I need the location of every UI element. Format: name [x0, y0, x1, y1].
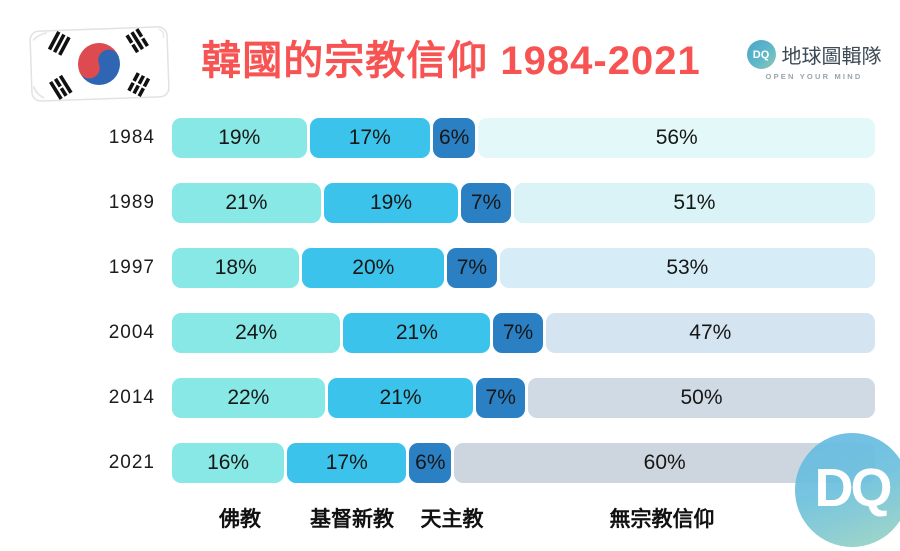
- stacked-bar: 18% 20% 7% 53%: [172, 248, 875, 288]
- bar-segment: 47%: [545, 313, 876, 353]
- korea-flag-svg: [29, 26, 170, 102]
- brand-name: 地球圖輯隊: [781, 46, 882, 68]
- stacked-bar: 16% 17% 6% 60%: [172, 443, 875, 483]
- bar-segment: 7%: [476, 378, 525, 418]
- bar-segment: 18%: [172, 248, 300, 288]
- bar-segment: 20%: [302, 248, 445, 288]
- year-label: 1997: [108, 257, 155, 278]
- chart-legend: 佛教 基督新教 天主教 無宗教信仰: [172, 503, 875, 533]
- brand-tagline: OPEN YOUR MIND: [765, 72, 863, 81]
- stacked-bar: 21% 19% 7% 51%: [172, 183, 875, 223]
- dq-logo-icon: DQ: [746, 40, 776, 69]
- bar-segment: 6%: [432, 118, 476, 158]
- year-label: 2004: [108, 322, 155, 343]
- legend-label: 佛教: [219, 508, 261, 531]
- stacked-bar: 22% 21% 7% 50%: [172, 378, 875, 418]
- chart-row: 2021 16% 17% 6% 60%: [0, 443, 875, 483]
- page-title: 韓國的宗教信仰 1984-2021: [201, 39, 701, 83]
- year-label: 2014: [108, 387, 155, 408]
- legend-label: 基督新教: [310, 508, 394, 531]
- chart-rows: 1984 19% 17% 6% 56% 1989 21% 19% 7% 51% 1997 18% 20%…: [0, 118, 876, 483]
- bar-segment: 21%: [343, 313, 491, 353]
- legend-label: 無宗教信仰: [609, 508, 715, 531]
- brand-logo: DQ 地球圖輯隊 OPEN YOUR MIND: [744, 40, 884, 81]
- year-label: 2021: [108, 452, 155, 473]
- year-label: 1989: [108, 192, 155, 213]
- bar-segment: 6%: [409, 443, 452, 483]
- bar-segment: 22%: [172, 378, 325, 418]
- korea-flag-illustration: [24, 14, 174, 114]
- chart-row: 2004 24% 21% 7% 47%: [0, 313, 876, 353]
- bar-segment: 16%: [172, 443, 285, 483]
- chart-row: 1984 19% 17% 6% 56%: [0, 118, 875, 158]
- bar-segment: 21%: [172, 183, 321, 223]
- bar-segment: 50%: [528, 378, 875, 418]
- bar-segment: 53%: [499, 248, 875, 288]
- year-label: 1984: [108, 127, 155, 148]
- stacked-bar: 24% 21% 7% 47%: [172, 313, 876, 353]
- bar-segment: 19%: [323, 183, 459, 223]
- bar-segment: 7%: [461, 183, 511, 223]
- bar-segment: 24%: [172, 313, 341, 353]
- chart-row: 1989 21% 19% 7% 51%: [0, 183, 875, 223]
- chart-row: 2014 22% 21% 7% 50%: [0, 378, 875, 418]
- bar-segment: 56%: [478, 118, 875, 158]
- bar-segment: 51%: [513, 183, 875, 223]
- legend-label: 天主教: [420, 508, 484, 531]
- bar-segment: 7%: [493, 313, 543, 353]
- bar-segment: 7%: [447, 248, 497, 288]
- dq-watermark: DQ: [795, 433, 900, 547]
- bar-segment: 17%: [287, 443, 407, 483]
- chart-row: 1997 18% 20% 7% 53%: [0, 248, 875, 288]
- stacked-bar: 19% 17% 6% 56%: [172, 118, 875, 158]
- bar-segment: 19%: [172, 118, 307, 158]
- bar-segment: 21%: [327, 378, 474, 418]
- bar-segment: 17%: [309, 118, 430, 158]
